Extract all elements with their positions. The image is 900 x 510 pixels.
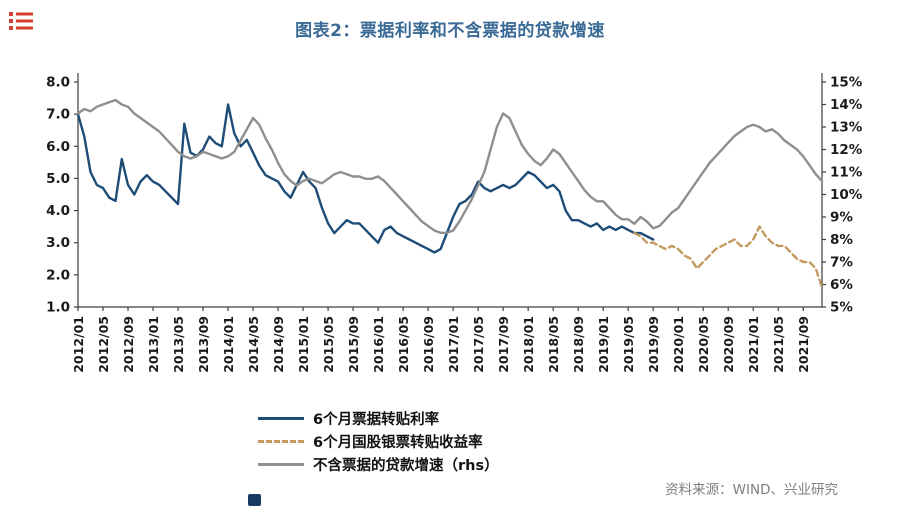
x-axis-tick-label: 2020/01 [671, 316, 686, 373]
right-axis-tick-label: 5% [830, 300, 853, 316]
x-axis-tick-label: 2012/09 [121, 316, 136, 373]
series-line-0 [76, 103, 655, 254]
legend-item-bank-bill-yield: 6个月国股银票转贴收益率 [258, 433, 499, 451]
left-axis-tick-label: 1.0 [46, 300, 70, 316]
left-axis-tick-label: 6.0 [46, 139, 70, 155]
report-logo-icon [9, 12, 33, 30]
legend-item-loan-growth: 不含票据的贷款增速（rhs） [258, 456, 499, 474]
x-axis-tick-label: 2016/09 [421, 316, 436, 373]
right-axis-tick-label: 15% [830, 75, 863, 91]
x-axis-tick-label: 2021/09 [796, 316, 811, 373]
left-axis-tick-label: 2.0 [46, 267, 70, 283]
series-line-1 [633, 225, 824, 289]
x-axis-tick-label: 2016/05 [396, 316, 411, 373]
x-axis-tick-label: 2020/09 [721, 316, 736, 373]
x-axis-tick-label: 2014/09 [271, 316, 286, 373]
x-axis-tick-label: 2019/05 [621, 316, 636, 373]
right-axis-tick-label: 9% [830, 210, 853, 226]
x-axis-tick-label: 2012/01 [71, 316, 86, 373]
x-axis-tick-label: 2013/05 [171, 316, 186, 373]
legend-label-loan-growth: 不含票据的贷款增速（rhs） [313, 458, 499, 474]
x-axis-tick-label: 2020/05 [696, 316, 711, 373]
right-axis-tick-label: 8% [830, 232, 853, 248]
left-axis-tick-label: 4.0 [46, 203, 70, 219]
left-axis-tick-label: 8.0 [46, 75, 70, 91]
line-chart: 8.0 7.0 6.0 5.0 4.0 3.0 2.0 1.0 15% 14% 13% 12% 11% 1… [46, 73, 863, 373]
left-axis-tick-label: 3.0 [46, 235, 70, 251]
legend-item-bill-rate: 6个月票据转贴利率 [258, 410, 499, 428]
right-axis-tick-label: 7% [830, 255, 853, 271]
legend-label-bill-rate: 6个月票据转贴利率 [313, 412, 440, 428]
x-axis-tick-label: 2017/01 [446, 316, 461, 373]
legend-label-bank-bill-yield: 6个月国股银票转贴收益率 [313, 435, 483, 451]
right-axis-tick-label: 12% [830, 142, 863, 158]
x-axis-tick-label: 2021/05 [771, 316, 786, 373]
x-axis-tick-label: 2015/01 [296, 316, 311, 373]
right-axis-tick-label: 13% [830, 120, 863, 136]
right-axis-tick-label: 6% [830, 277, 853, 293]
x-axis-tick-label: 2012/05 [96, 316, 111, 373]
right-axis-tick-label: 14% [830, 97, 863, 113]
x-axis-tick-label: 2014/01 [221, 316, 236, 373]
corner-watermark [248, 494, 261, 506]
left-axis-tick-label: 7.0 [46, 107, 70, 123]
x-axis-tick-label: 2019/09 [646, 316, 661, 373]
x-axis-tick-label: 2021/01 [746, 316, 761, 373]
x-axis-tick-label: 2014/05 [246, 316, 261, 373]
left-axis-tick-label: 5.0 [46, 171, 70, 187]
legend-line-sample-gray [258, 463, 304, 466]
right-axis-tick-label: 10% [830, 187, 863, 203]
chart-title: 图表2：票据利率和不含票据的贷款增速 [295, 21, 605, 41]
x-axis-tick-label: 2018/05 [546, 316, 561, 373]
x-axis-tick-label: 2019/01 [596, 316, 611, 373]
x-axis-tick-label: 2018/01 [521, 316, 536, 373]
x-axis-tick-label: 2017/09 [496, 316, 511, 373]
x-axis-tick-label: 2015/05 [321, 316, 336, 373]
legend-line-sample-blue [258, 417, 304, 420]
right-axis-tick-label: 11% [830, 165, 863, 181]
x-axis-tick-label: 2018/09 [571, 316, 586, 373]
x-axis-tick-label: 2013/09 [196, 316, 211, 373]
x-axis-tick-label: 2013/01 [146, 316, 161, 373]
legend-line-sample-tan [258, 440, 304, 443]
x-axis-tick-label: 2015/09 [346, 316, 361, 373]
x-axis-tick-label: 2016/01 [371, 316, 386, 373]
series-line-2 [76, 98, 824, 235]
x-axis-tick-label: 2017/05 [471, 316, 486, 373]
source-note: 资料来源：WIND、兴业研究 [665, 482, 838, 498]
legend: 6个月票据转贴利率 6个月国股银票转贴收益率 不含票据的贷款增速（rhs） [258, 410, 499, 474]
